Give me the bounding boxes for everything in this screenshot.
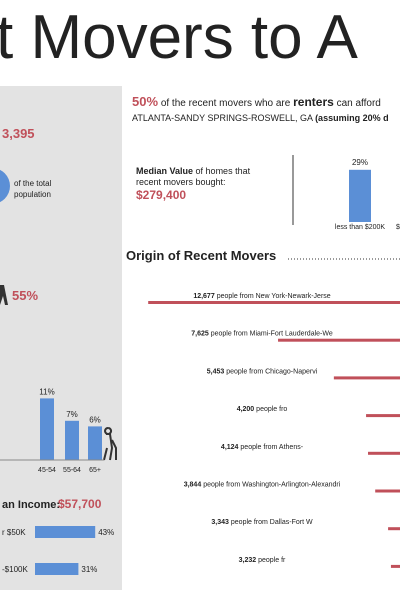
origin-line: 3,844 people from Washington-Arlington-A… bbox=[184, 482, 341, 489]
age-bar bbox=[88, 426, 102, 460]
origin-line: 4,124 people from Athens- bbox=[221, 444, 304, 451]
age-bar bbox=[40, 398, 54, 460]
income-value: 31% bbox=[81, 565, 97, 574]
origins-title: Origin of Recent Movers bbox=[126, 248, 276, 263]
origin-bar bbox=[278, 338, 400, 342]
price-label: less than $200K bbox=[335, 224, 386, 231]
origin-bar bbox=[333, 376, 400, 380]
origin-bar bbox=[390, 564, 400, 568]
origin-line: 3,232 people fr bbox=[239, 557, 286, 564]
income-title: an Income: bbox=[2, 499, 60, 511]
origin-count: 4,124 bbox=[221, 444, 239, 451]
income-bar bbox=[35, 563, 79, 575]
population-note: population bbox=[14, 190, 51, 199]
metro-name: ATLANTA-SANDY SPRINGS-ROSWELL, GA bbox=[132, 113, 313, 123]
origin-count: 3,844 bbox=[184, 482, 202, 489]
origin-text: people from Athens- bbox=[240, 444, 303, 451]
origin-line: 5,453 people from Chicago-Napervi bbox=[207, 368, 318, 375]
summary-line: 50% of the recent movers who are renters… bbox=[132, 94, 381, 109]
origin-count: 7,625 bbox=[191, 331, 209, 338]
origin-text: people from Miami-Fort Lauderdale-We bbox=[211, 331, 333, 338]
price-bar bbox=[349, 169, 371, 222]
origin-bar bbox=[375, 489, 400, 493]
origin-bar bbox=[148, 301, 400, 304]
origin-bar bbox=[388, 527, 400, 531]
age-label: 45-54 bbox=[38, 467, 56, 474]
elder-icon bbox=[103, 427, 117, 461]
median-label: recent movers bought: bbox=[136, 177, 226, 187]
age-value: 11% bbox=[39, 387, 54, 396]
income-value: 43% bbox=[98, 528, 114, 537]
origin-bar bbox=[366, 414, 400, 418]
age-label: 55-64 bbox=[63, 467, 81, 474]
origin-text: people fr bbox=[258, 557, 286, 564]
summary-percent: 50% bbox=[132, 94, 158, 109]
income-value: $57,700 bbox=[58, 497, 102, 511]
percent-stat: 55% bbox=[12, 288, 38, 303]
origin-line: 3,343 people from Dallas-Fort W bbox=[211, 519, 313, 526]
origin-line: 7,625 people from Miami-Fort Lauderdale-… bbox=[191, 331, 333, 338]
summary-text: of the recent movers who are bbox=[161, 98, 291, 109]
left-panel bbox=[0, 86, 122, 590]
origin-line: 4,200 people fro bbox=[237, 406, 288, 413]
origin-text: people from New York-Newark-Jerse bbox=[217, 293, 331, 300]
median-rest: of homes that bbox=[196, 166, 251, 176]
age-label: 65+ bbox=[89, 467, 101, 474]
income-label: -$100K bbox=[2, 565, 28, 574]
origin-count: 3,343 bbox=[211, 519, 229, 526]
metro-note: (assuming 20% d bbox=[315, 113, 389, 123]
origin-count: 4,200 bbox=[237, 406, 255, 413]
origin-line: 12,677 people from New York-Newark-Jerse bbox=[193, 293, 330, 300]
price-value: 29% bbox=[352, 158, 368, 167]
origin-text: people from Washington-Arlington-Alexand… bbox=[203, 482, 341, 489]
person-icon bbox=[0, 285, 8, 305]
population-circle bbox=[0, 169, 10, 203]
total-movers: 3,395 bbox=[2, 126, 35, 141]
median-label: Median Value of homes that bbox=[136, 166, 251, 176]
population-note: of the total bbox=[14, 179, 52, 188]
origin-count: 12,677 bbox=[193, 293, 215, 300]
origin-bar bbox=[368, 451, 400, 455]
age-value: 7% bbox=[66, 410, 78, 419]
origin-count: 3,232 bbox=[239, 557, 257, 564]
income-label: r $50K bbox=[2, 528, 26, 537]
income-bar bbox=[35, 526, 96, 538]
age-value: 6% bbox=[89, 415, 101, 424]
slide-title: t Movers to A bbox=[0, 3, 358, 72]
summary-text: can afford bbox=[337, 98, 381, 109]
median-bold: Median Value bbox=[136, 166, 193, 176]
origin-text: people from Dallas-Fort W bbox=[231, 519, 313, 526]
median-value: $279,400 bbox=[136, 188, 186, 202]
origin-text: people fro bbox=[256, 406, 287, 413]
origin-text: people from Chicago-Napervi bbox=[226, 368, 317, 375]
origin-count: 5,453 bbox=[207, 368, 225, 375]
age-bar bbox=[65, 420, 79, 460]
summary-renters: renters bbox=[293, 95, 334, 109]
summary-line2: ATLANTA-SANDY SPRINGS-ROSWELL, GA (assum… bbox=[132, 113, 389, 123]
price-next-label: $ bbox=[396, 224, 400, 231]
